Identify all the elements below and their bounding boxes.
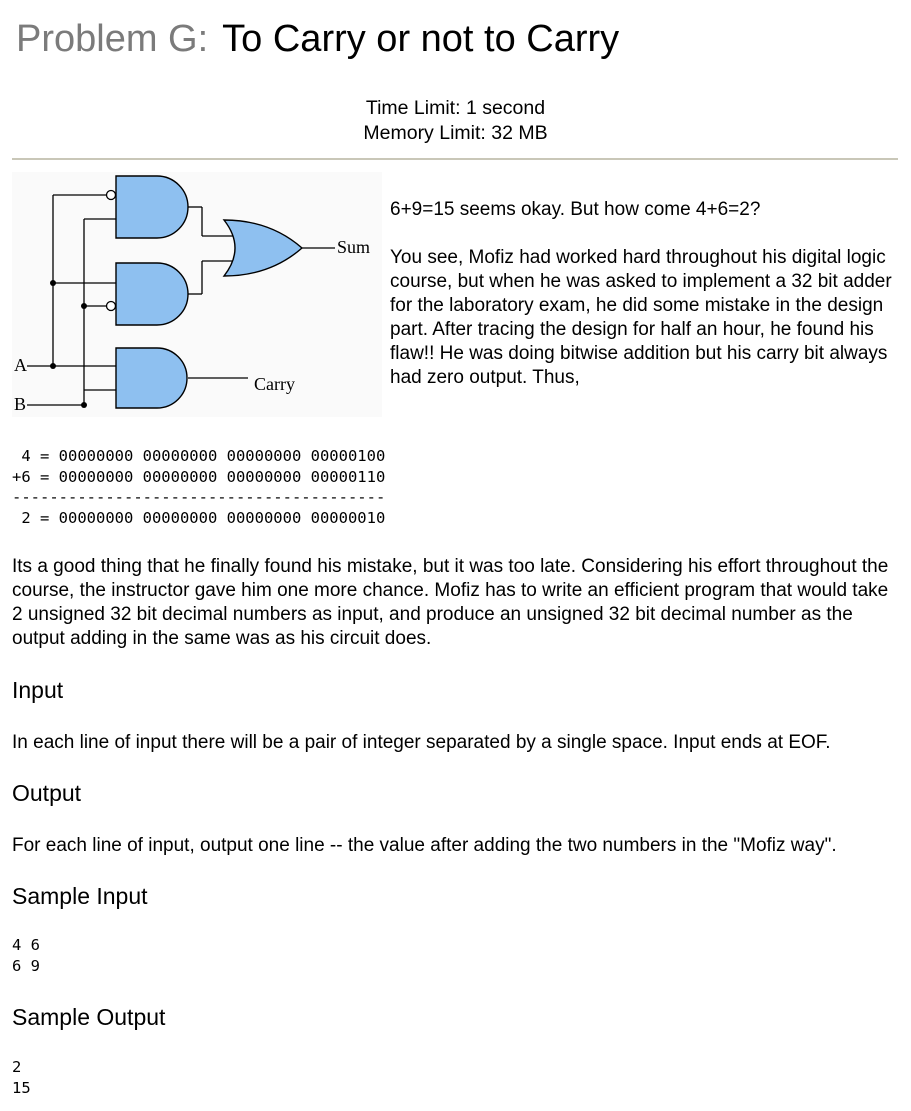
logic-circuit-diagram: A B Sum Carry	[12, 172, 382, 417]
sample-output-heading: Sample Output	[12, 1004, 166, 1030]
output-description: For each line of input, output one line …	[12, 835, 837, 856]
sample-input-block: 4 6 6 9	[12, 936, 40, 975]
intro-paragraph: You see, Mofiz had worked hard throughou…	[390, 247, 892, 388]
memory-limit: Memory Limit: 32 MB	[363, 122, 548, 144]
time-limit: Time Limit: 1 second	[365, 97, 546, 119]
input-heading: Input	[12, 677, 64, 703]
intro-question: 6+9=15 seems okay. But how come 4+6=2?	[390, 199, 761, 220]
limits-block: Time Limit: 1 second Memory Limit: 32 MB	[0, 96, 911, 146]
problem-label: Problem G:	[16, 18, 209, 60]
input-b-label: B	[14, 394, 26, 414]
sample-input-heading: Sample Input	[12, 883, 148, 909]
divider	[12, 158, 898, 160]
sum-label: Sum	[337, 237, 370, 257]
problem-name: To Carry or not to Carry	[222, 18, 620, 60]
intro-text: 6+9=15 seems okay. But how come 4+6=2? Y…	[390, 198, 900, 390]
sample-output-block: 2 15	[12, 1058, 31, 1097]
story-paragraph: Its a good thing that he finally found h…	[12, 556, 889, 649]
output-heading: Output	[12, 780, 82, 806]
input-a-label: A	[14, 355, 27, 375]
binary-example: 4 = 00000000 00000000 00000000 00000100 …	[12, 447, 386, 527]
problem-title: Problem G: To Carry or not to Carry	[16, 18, 619, 61]
input-description: In each line of input there will be a pa…	[12, 732, 831, 753]
carry-label: Carry	[254, 374, 295, 394]
